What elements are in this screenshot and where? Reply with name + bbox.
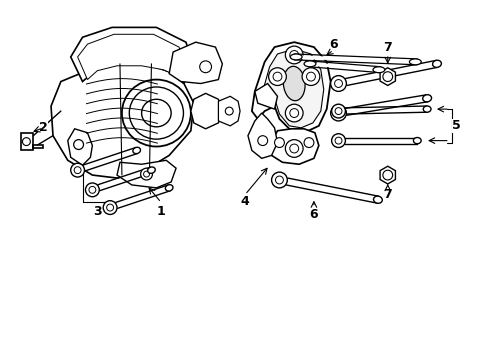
Circle shape: [74, 140, 83, 149]
Ellipse shape: [372, 67, 384, 73]
Circle shape: [331, 104, 345, 118]
Circle shape: [289, 109, 298, 117]
Text: 6: 6: [309, 208, 318, 221]
Ellipse shape: [304, 61, 315, 67]
Circle shape: [334, 80, 342, 87]
Circle shape: [106, 204, 113, 211]
Ellipse shape: [290, 54, 302, 60]
Polygon shape: [78, 34, 184, 80]
Circle shape: [285, 46, 303, 64]
Ellipse shape: [432, 60, 441, 67]
Circle shape: [306, 72, 315, 81]
Circle shape: [272, 72, 282, 81]
Ellipse shape: [122, 80, 190, 147]
Ellipse shape: [422, 95, 431, 102]
Polygon shape: [117, 160, 176, 188]
Circle shape: [285, 104, 303, 122]
Polygon shape: [68, 129, 92, 165]
Ellipse shape: [147, 167, 155, 174]
Circle shape: [271, 172, 287, 188]
Polygon shape: [51, 64, 193, 178]
Ellipse shape: [423, 106, 430, 112]
Circle shape: [330, 76, 346, 91]
Circle shape: [382, 170, 392, 180]
Circle shape: [141, 168, 152, 180]
Circle shape: [257, 136, 267, 145]
Circle shape: [89, 186, 96, 193]
Circle shape: [302, 68, 319, 85]
Ellipse shape: [408, 59, 420, 65]
Ellipse shape: [373, 196, 382, 203]
Text: 6: 6: [328, 38, 337, 51]
Text: 7: 7: [383, 188, 391, 201]
Polygon shape: [247, 113, 277, 158]
Circle shape: [382, 72, 392, 81]
Polygon shape: [262, 49, 323, 128]
Text: 3: 3: [93, 205, 102, 218]
Polygon shape: [71, 27, 192, 84]
Text: 7: 7: [383, 41, 391, 54]
Circle shape: [289, 144, 298, 153]
Polygon shape: [269, 129, 318, 164]
Circle shape: [304, 138, 313, 148]
Circle shape: [334, 108, 341, 114]
Polygon shape: [254, 84, 277, 109]
Polygon shape: [169, 42, 222, 84]
Circle shape: [334, 137, 341, 144]
Text: 2: 2: [39, 121, 47, 134]
Polygon shape: [251, 42, 330, 133]
Circle shape: [85, 183, 99, 197]
Circle shape: [199, 61, 211, 73]
Circle shape: [103, 201, 117, 215]
Circle shape: [268, 68, 286, 85]
Polygon shape: [218, 96, 240, 126]
Circle shape: [22, 138, 30, 145]
Text: 4: 4: [240, 195, 249, 208]
Polygon shape: [190, 93, 222, 129]
Text: 5: 5: [451, 120, 460, 132]
Ellipse shape: [165, 185, 173, 191]
Circle shape: [331, 134, 345, 148]
Circle shape: [225, 107, 233, 115]
Ellipse shape: [142, 99, 171, 127]
Text: 1: 1: [157, 205, 165, 218]
Ellipse shape: [133, 147, 140, 154]
Polygon shape: [379, 166, 395, 184]
Polygon shape: [21, 133, 43, 150]
Ellipse shape: [283, 66, 305, 101]
Circle shape: [289, 50, 298, 59]
Circle shape: [330, 105, 346, 121]
Circle shape: [285, 140, 303, 157]
Circle shape: [74, 167, 81, 174]
Polygon shape: [379, 68, 395, 85]
Circle shape: [71, 163, 84, 177]
Circle shape: [275, 176, 283, 184]
Ellipse shape: [129, 87, 183, 139]
Circle shape: [143, 171, 149, 177]
Circle shape: [334, 109, 342, 117]
Circle shape: [274, 138, 284, 148]
Ellipse shape: [412, 138, 420, 144]
